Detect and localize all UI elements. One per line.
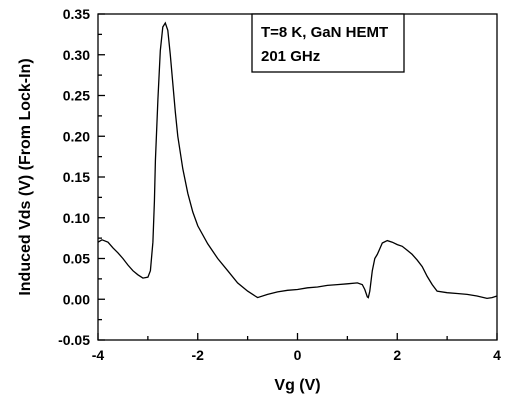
y-tick-label: 0.30	[63, 47, 90, 63]
y-tick-label: 0.10	[63, 210, 90, 226]
annotation-box	[251, 13, 405, 73]
y-tick-label: 0.05	[63, 251, 90, 267]
y-tick-label: 0.15	[63, 169, 90, 185]
y-tick-label: 0.20	[63, 128, 90, 144]
x-tick-label: 4	[493, 347, 501, 363]
y-tick-label: -0.05	[58, 332, 90, 348]
x-tick-label: 2	[393, 347, 401, 363]
x-axis-title: Vg (V)	[274, 377, 320, 394]
series-line	[97, 21, 498, 300]
tick-labels: -4 -2 0 2 4 -0.05 0.00 0.05 0.10 0.15 0.20 0.25 0.30…	[58, 6, 501, 363]
x-tick-label: -2	[192, 347, 205, 363]
y-tick-label: 0.35	[63, 6, 90, 22]
y-tick-label: 0.00	[63, 291, 90, 307]
axis-ticks	[97, 13, 498, 341]
x-tick-label: -4	[92, 347, 105, 363]
annotation-line-2: 201 GHz	[261, 48, 320, 65]
y-axis-title: Induced Vds (V) (From Lock-In)	[17, 58, 34, 295]
annotation-line-1: T=8 K, GaN HEMT	[261, 24, 388, 41]
y-tick-label: 0.25	[63, 88, 90, 104]
x-tick-label: 0	[294, 347, 302, 363]
